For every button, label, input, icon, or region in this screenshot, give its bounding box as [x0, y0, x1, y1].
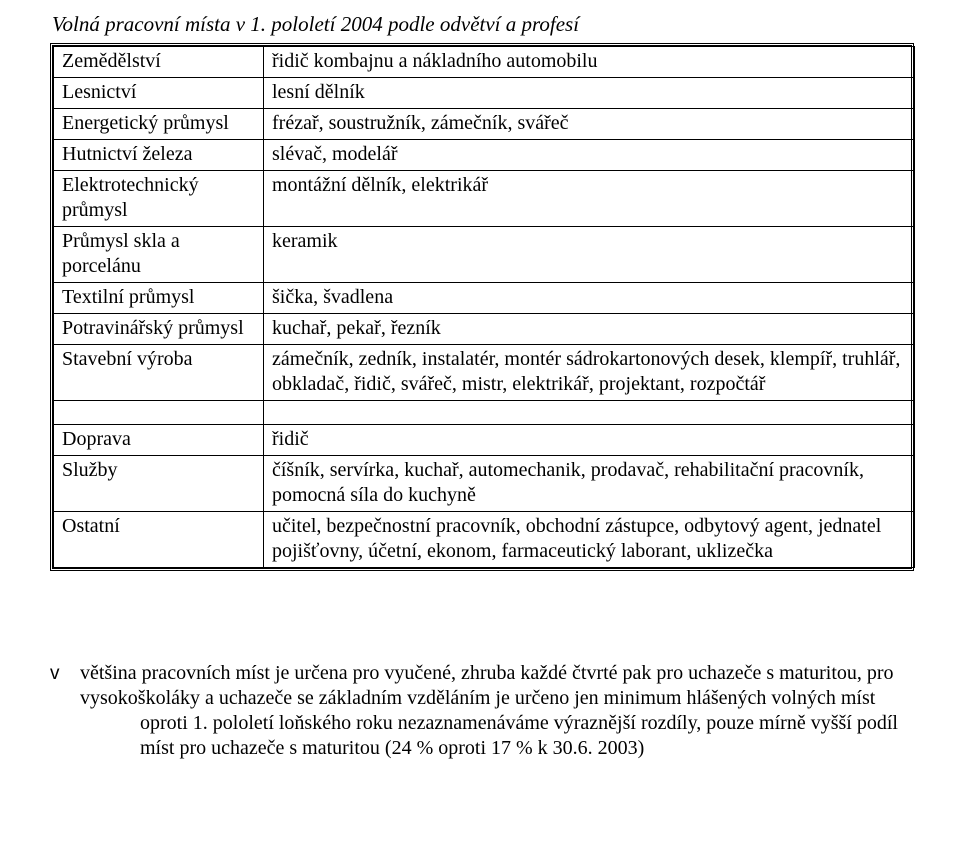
sector-cell: Textilní průmysl: [54, 283, 264, 314]
professions-cell: řidič kombajnu a nákladního automobilu: [264, 47, 915, 78]
bullet-text: většina pracovních míst je určena pro vy…: [80, 662, 894, 709]
professions-cell: řidič: [264, 425, 915, 456]
professions-cell: montážní dělník, elektrikář: [264, 171, 915, 227]
sector-cell: Stavební výroba: [54, 345, 264, 401]
bullet-subtext: oproti 1. pololetí loňského roku nezazna…: [140, 711, 920, 761]
professions-cell: učitel, bezpečnostní pracovník, obchodní…: [264, 512, 915, 568]
table-gap: [54, 401, 915, 425]
sector-cell: Elektrotechnický průmysl: [54, 171, 264, 227]
table-row: Hutnictví železaslévač, modelář: [54, 140, 915, 171]
table-row: Službyčíšník, servírka, kuchař, automech…: [54, 456, 915, 512]
professions-cell: šička, švadlena: [264, 283, 915, 314]
professions-cell: zámečník, zedník, instalatér, montér sád…: [264, 345, 915, 401]
table-row: Energetický průmyslfrézař, soustružník, …: [54, 109, 915, 140]
professions-cell: frézař, soustružník, zámečník, svářeč: [264, 109, 915, 140]
bullet-mark: v: [50, 661, 80, 761]
bullet-item: v většina pracovních míst je určena pro …: [50, 661, 920, 761]
professions-cell: číšník, servírka, kuchař, automechanik, …: [264, 456, 915, 512]
table-row: Zemědělstvířidič kombajnu a nákladního a…: [54, 47, 915, 78]
page-title: Volná pracovní místa v 1. pololetí 2004 …: [52, 12, 920, 37]
professions-cell: kuchař, pekař, řezník: [264, 314, 915, 345]
table-row: Ostatníučitel, bezpečnostní pracovník, o…: [54, 512, 915, 568]
sector-cell: Doprava: [54, 425, 264, 456]
table-row: Textilní průmyslšička, švadlena: [54, 283, 915, 314]
notes: v většina pracovních míst je určena pro …: [50, 661, 920, 761]
professions-cell: keramik: [264, 227, 915, 283]
sector-cell: Energetický průmysl: [54, 109, 264, 140]
table-row: Lesnictvílesní dělník: [54, 78, 915, 109]
sector-cell: Lesnictví: [54, 78, 264, 109]
table-row: Průmysl skla a porcelánukeramik: [54, 227, 915, 283]
sector-cell: Ostatní: [54, 512, 264, 568]
sector-cell: Zemědělství: [54, 47, 264, 78]
table-row: Potravinářský průmyslkuchař, pekař, řezn…: [54, 314, 915, 345]
sector-cell: Hutnictví železa: [54, 140, 264, 171]
professions-cell: lesní dělník: [264, 78, 915, 109]
table-row: Dopravařidič: [54, 425, 915, 456]
sector-cell: Služby: [54, 456, 264, 512]
table-row: Stavební výrobazámečník, zedník, instala…: [54, 345, 915, 401]
table-outer: Zemědělstvířidič kombajnu a nákladního a…: [50, 43, 914, 571]
table-row: Elektrotechnický průmyslmontážní dělník,…: [54, 171, 915, 227]
sector-cell: Průmysl skla a porcelánu: [54, 227, 264, 283]
professions-cell: slévač, modelář: [264, 140, 915, 171]
sector-cell: Potravinářský průmysl: [54, 314, 264, 345]
jobs-table: Zemědělstvířidič kombajnu a nákladního a…: [53, 46, 915, 568]
